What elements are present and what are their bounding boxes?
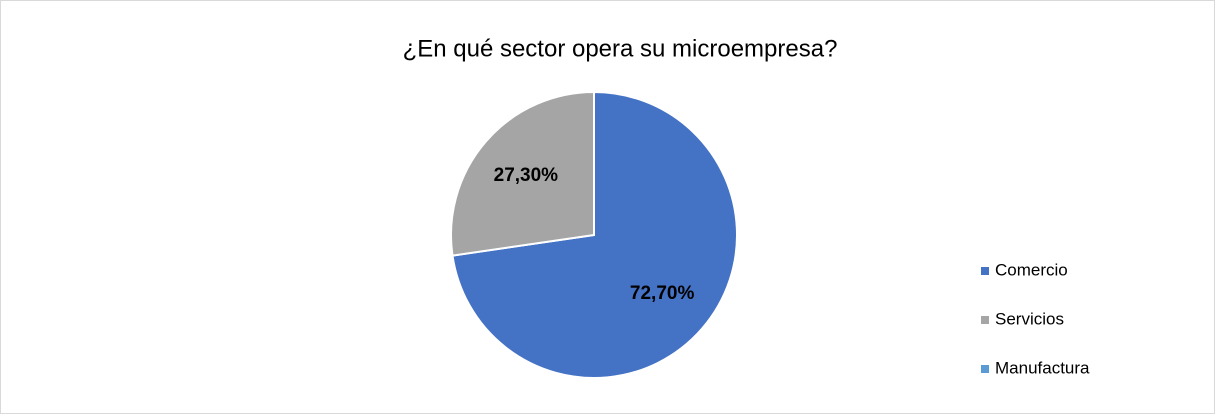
legend-marker [981, 267, 989, 275]
pie-slice [450, 90, 595, 257]
legend-label: Comercio [995, 260, 1068, 279]
legend-marker [981, 365, 989, 373]
legend-marker [981, 316, 989, 324]
data-label: 72,70% [630, 283, 695, 304]
chart-title: ¿En qué sector opera su microempresa? [403, 35, 838, 62]
data-label: 27,30% [494, 165, 559, 186]
legend-label: Servicios [995, 309, 1064, 328]
legend-label: Manufactura [995, 358, 1090, 377]
